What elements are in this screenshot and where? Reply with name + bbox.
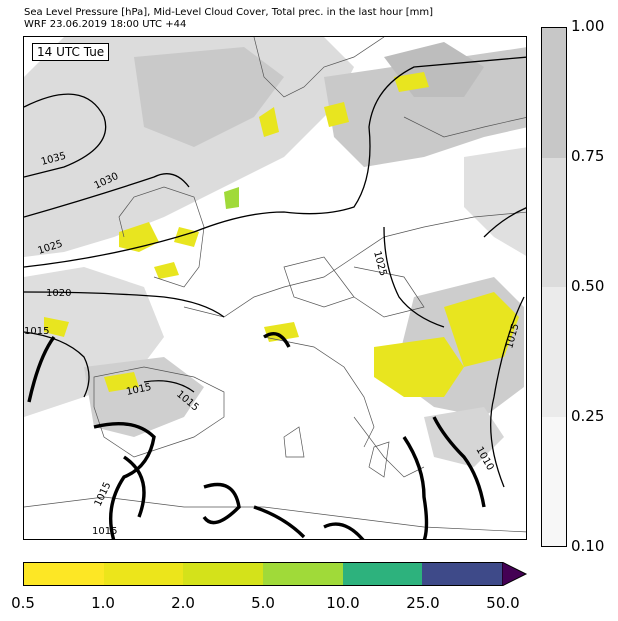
time-label: 14 UTC Tue [32,43,110,61]
precip-colorbar-tick: 25.0 [406,594,440,612]
precip-colorbar-band [24,563,104,585]
colorbar-extend-arrow [502,562,528,586]
isobar-label: 1015 [93,481,114,509]
precip-colorbar-tick: 10.0 [326,594,360,612]
precip-colorbar-tick: 0.5 [11,594,35,612]
isobar-label: 1020 [46,288,71,299]
precip-colorbar-tick: 5.0 [251,594,275,612]
isobar-label: 1015 [24,326,49,337]
cloud-cover-layer [24,37,526,467]
map-panel: 1035 1030 1025 1020 1015 1015 1015 1015 … [23,36,527,540]
cloud-cover-colorbar [541,27,567,547]
isobar-label: 1015 [125,382,152,398]
cloud-colorbar-tick: 1.00 [571,17,605,35]
thick-isobar-layer [27,332,486,539]
cloud-colorbar-tick: 0.50 [571,277,605,295]
cloud-colorbar-band [542,416,566,546]
precipitation-colorbar [23,562,503,586]
cloud-colorbar-tick: 0.10 [571,537,605,555]
cloud-colorbar-tick: 0.25 [571,407,605,425]
precip-colorbar-tick: 2.0 [171,594,195,612]
precip-colorbar-tick: 1.0 [91,594,115,612]
precip-colorbar-tick: 50.0 [486,594,520,612]
title-line-2: WRF 23.06.2019 18:00 UTC +44 [24,19,187,30]
map-canvas: 1035 1030 1025 1020 1015 1015 1015 1015 … [24,37,526,539]
isobar-layer [24,56,526,488]
precip-colorbar-band [183,563,264,585]
precip-colorbar-band [263,563,343,585]
coastline-layer [24,37,526,533]
precip-colorbar-band [103,563,184,585]
precip-colorbar-band [422,563,503,585]
cloud-colorbar-band [542,157,566,287]
cloud-colorbar-band [542,287,566,417]
cloud-colorbar-band [542,28,566,158]
precip-colorbar-band [342,563,423,585]
title-line-1: Sea Level Pressure [hPa], Mid-Level Clou… [24,7,434,18]
chart-title: Sea Level Pressure [hPa], Mid-Level Clou… [24,7,433,31]
isobar-label: 1015 [92,526,117,537]
precipitation-layer [44,72,519,397]
cloud-colorbar-tick: 0.75 [571,147,605,165]
